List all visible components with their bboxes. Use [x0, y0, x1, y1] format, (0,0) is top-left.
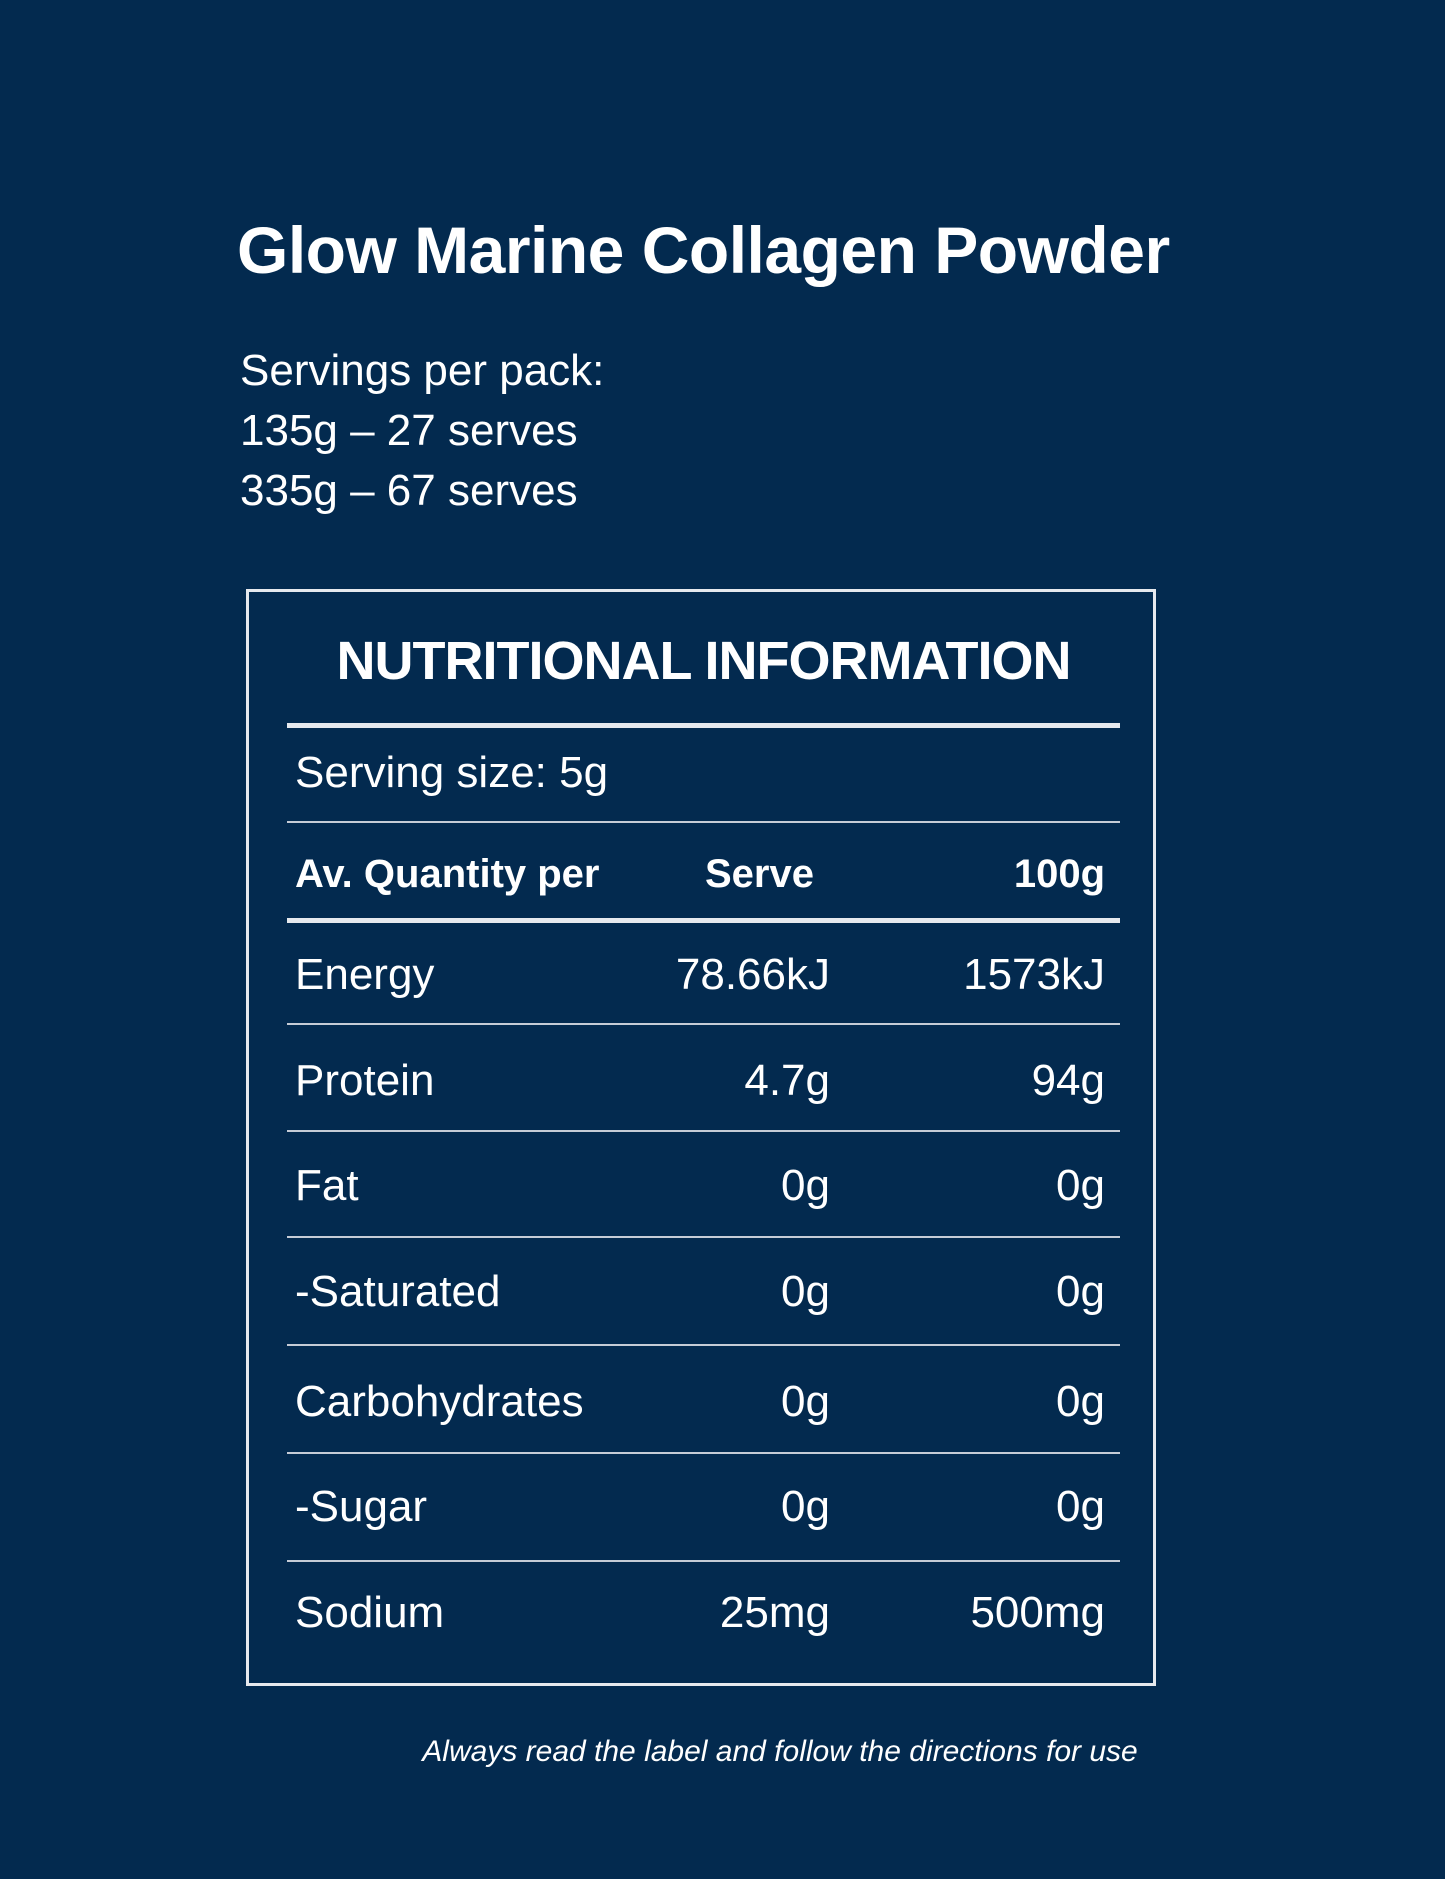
product-title: Glow Marine Collagen Powder — [237, 213, 1170, 287]
serving-size-text: Serving size: 5g — [295, 748, 609, 797]
column-header-row: Av. Quantity per Serve 100g — [295, 852, 1105, 912]
per-serve-value: 4.7g — [744, 1056, 830, 1105]
divider — [287, 918, 1120, 923]
column-quantity: Av. Quantity per — [295, 852, 600, 896]
divider — [287, 1236, 1120, 1238]
nutrient-label: Sodium — [295, 1588, 445, 1637]
per-serve-value: 0g — [781, 1482, 830, 1531]
per-100g-value: 0g — [1056, 1377, 1105, 1426]
nutrition-panel — [246, 589, 1156, 1686]
divider — [287, 1130, 1120, 1132]
nutrient-label: -Sugar — [295, 1482, 428, 1531]
per-100g-value: 0g — [1056, 1482, 1105, 1531]
serving-size: Serving size: 5g — [295, 748, 1105, 808]
per-serve-value: 0g — [781, 1377, 830, 1426]
divider — [287, 1560, 1120, 1562]
divider — [287, 1023, 1120, 1025]
per-100g-value: 1573kJ — [963, 950, 1105, 999]
per-serve-value: 78.66kJ — [675, 950, 830, 999]
nutrient-label: -Saturated — [295, 1267, 501, 1316]
per-100g-value: 94g — [1031, 1056, 1105, 1105]
nutrition-row: -Saturated 0g 0g — [295, 1267, 1105, 1327]
servings-option: 135g – 27 serves — [240, 406, 578, 455]
divider — [287, 723, 1120, 728]
nutrition-row: Sodium 25mg 500mg — [295, 1588, 1105, 1648]
nutrition-row: Fat 0g 0g — [295, 1161, 1105, 1221]
divider — [287, 1452, 1120, 1454]
column-serve: Serve — [705, 852, 814, 896]
nutrition-heading: NUTRITIONAL INFORMATION — [336, 631, 1072, 691]
per-serve-value: 25mg — [719, 1588, 830, 1637]
per-100g-value: 0g — [1056, 1161, 1105, 1210]
per-serve-value: 0g — [781, 1267, 830, 1316]
nutrient-label: Energy — [295, 950, 435, 999]
divider — [287, 1344, 1120, 1346]
disclaimer: Always read the label and follow the dir… — [422, 1735, 1138, 1768]
per-100g-value: 0g — [1056, 1267, 1105, 1316]
per-serve-value: 0g — [781, 1161, 830, 1210]
per-100g-value: 500mg — [970, 1588, 1105, 1637]
nutrient-label: Carbohydrates — [295, 1377, 584, 1426]
nutrition-row: -Sugar 0g 0g — [295, 1482, 1105, 1542]
servings-label: Servings per pack: — [240, 346, 605, 395]
nutrition-row: Carbohydrates 0g 0g — [295, 1377, 1105, 1437]
nutrient-label: Protein — [295, 1056, 435, 1105]
nutrition-row: Energy 78.66kJ 1573kJ — [295, 950, 1105, 1010]
nutrient-label: Fat — [295, 1161, 359, 1210]
column-100g: 100g — [1013, 852, 1105, 896]
servings-option: 335g – 67 serves — [240, 466, 578, 515]
nutrition-row: Protein 4.7g 94g — [295, 1056, 1105, 1116]
divider — [287, 821, 1120, 823]
